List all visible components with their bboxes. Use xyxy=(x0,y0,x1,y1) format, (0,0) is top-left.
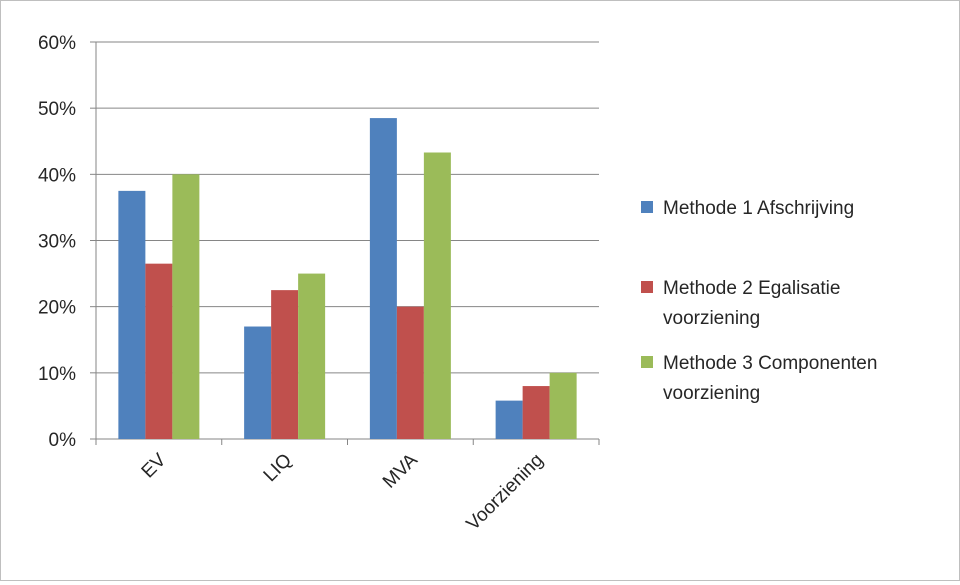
x-category-labels: EV LIQ MVA Voorziening xyxy=(138,449,548,534)
y-tick-label: 50% xyxy=(38,99,76,120)
x-category-label: MVA xyxy=(379,449,422,492)
y-tick-label: 30% xyxy=(38,232,76,253)
legend-swatch xyxy=(641,201,653,213)
bar xyxy=(396,306,424,439)
bar xyxy=(118,190,146,439)
bar xyxy=(244,326,272,439)
y-tick-label: 10% xyxy=(38,364,76,385)
x-category-label: EV xyxy=(138,449,171,482)
y-tick-label: 20% xyxy=(38,298,76,319)
x-category-label: Voorziening xyxy=(463,450,548,535)
legend-swatch xyxy=(641,281,653,293)
bar xyxy=(522,386,550,439)
legend-label: Methode 2 Egalisatie xyxy=(663,278,840,299)
legend-swatch xyxy=(641,356,653,368)
bar xyxy=(495,400,523,439)
bars xyxy=(118,118,577,440)
bar xyxy=(423,152,451,439)
y-tick-label: 0% xyxy=(49,430,77,451)
legend-label: Methode 1 Afschrijving xyxy=(663,198,854,219)
bar xyxy=(369,118,397,439)
legend-label: Methode 3 Componenten xyxy=(663,353,877,374)
bar xyxy=(298,273,326,439)
bar xyxy=(271,290,299,439)
bar xyxy=(172,174,200,440)
x-category-label: LIQ xyxy=(260,450,297,487)
legend-label: voorziening xyxy=(663,383,760,404)
y-tick-labels: 0% 10% 20% 30% 40% 50% 60% xyxy=(38,33,76,451)
legend: Methode 1 Afschrijving Methode 2 Egalisat… xyxy=(641,198,877,404)
bar xyxy=(145,263,173,439)
bar xyxy=(549,372,577,439)
y-tick-label: 40% xyxy=(38,165,76,186)
legend-label: voorziening xyxy=(663,308,760,329)
y-tick-label: 60% xyxy=(38,33,76,54)
